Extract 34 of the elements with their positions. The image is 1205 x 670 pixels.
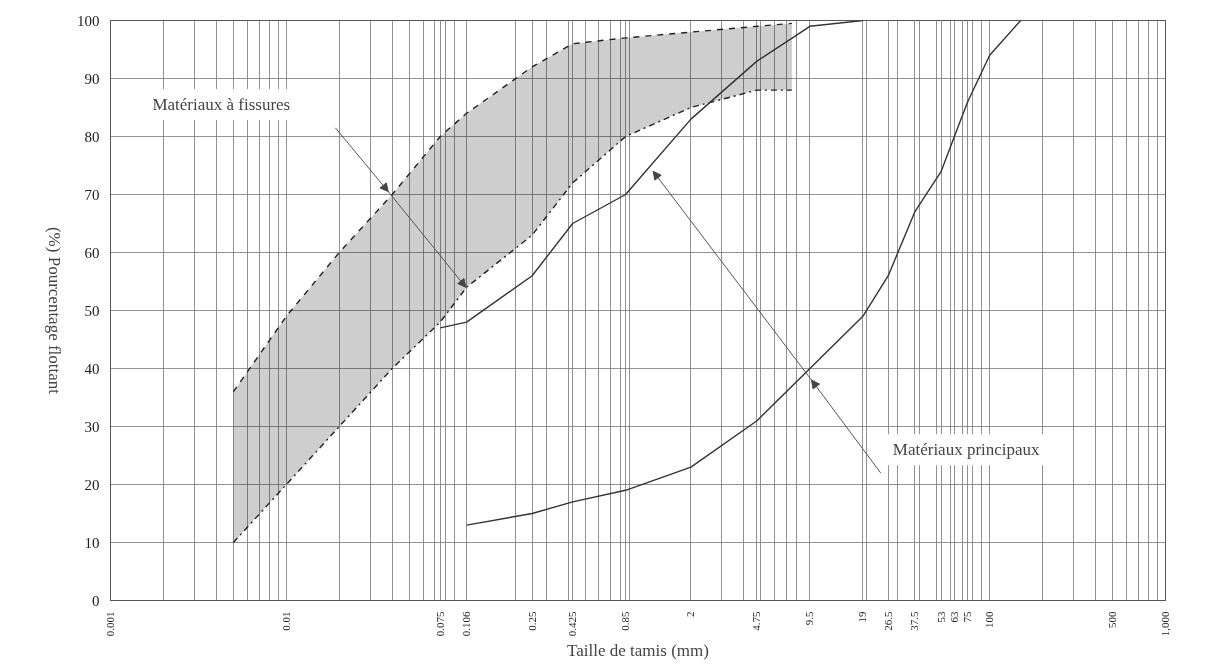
x-tick-label: 0.85 — [619, 611, 632, 631]
y-tick-label: 30 — [84, 418, 100, 435]
y-tick-label: 100 — [77, 12, 100, 29]
y-tick-label: 50 — [84, 302, 100, 319]
y-tick-label: 70 — [84, 186, 100, 203]
x-tick-label: 100 — [983, 611, 996, 628]
x-tick-label: 0.425 — [566, 611, 579, 637]
x-tick-label: 4.75 — [750, 611, 763, 631]
y-tick-label: 0 — [92, 592, 100, 609]
x-axis-title: Taille de tamis (mm) — [567, 641, 709, 661]
x-tick-label: 63 — [947, 611, 960, 623]
annotation: Matériaux principaux — [892, 440, 1041, 460]
x-tick-label: 1,000 — [1159, 611, 1171, 637]
y-tick-label: 20 — [84, 476, 100, 493]
x-tick-label: 26.5 — [881, 611, 894, 631]
x-tick-label: 0.001 — [104, 611, 116, 637]
x-tick-label: 0.106 — [460, 611, 473, 637]
y-tick-label: 40 — [84, 360, 100, 377]
x-tick-label: 500 — [1106, 611, 1119, 628]
annotation: Matériaux à fissures — [152, 95, 291, 115]
x-tick-label: 53 — [934, 611, 947, 623]
y-tick-label: 60 — [84, 244, 100, 261]
x-tick-label: 75 — [961, 611, 974, 623]
x-tick-label: 0.25 — [525, 611, 538, 631]
x-tick-label: 0.01 — [279, 611, 292, 631]
y-tick-label: 10 — [84, 534, 100, 551]
y-tick-label: 80 — [84, 128, 100, 145]
y-axis-title: (%) Pourcentage flottant — [45, 226, 64, 395]
x-tick-label: 2 — [684, 611, 697, 617]
y-tick-label: 90 — [84, 70, 100, 87]
x-tick-label: 9.5 — [803, 611, 816, 626]
x-tick-label: 0.075 — [433, 611, 446, 637]
x-tick-label: 37.5 — [908, 611, 921, 631]
x-tick-label: 19 — [856, 611, 869, 623]
